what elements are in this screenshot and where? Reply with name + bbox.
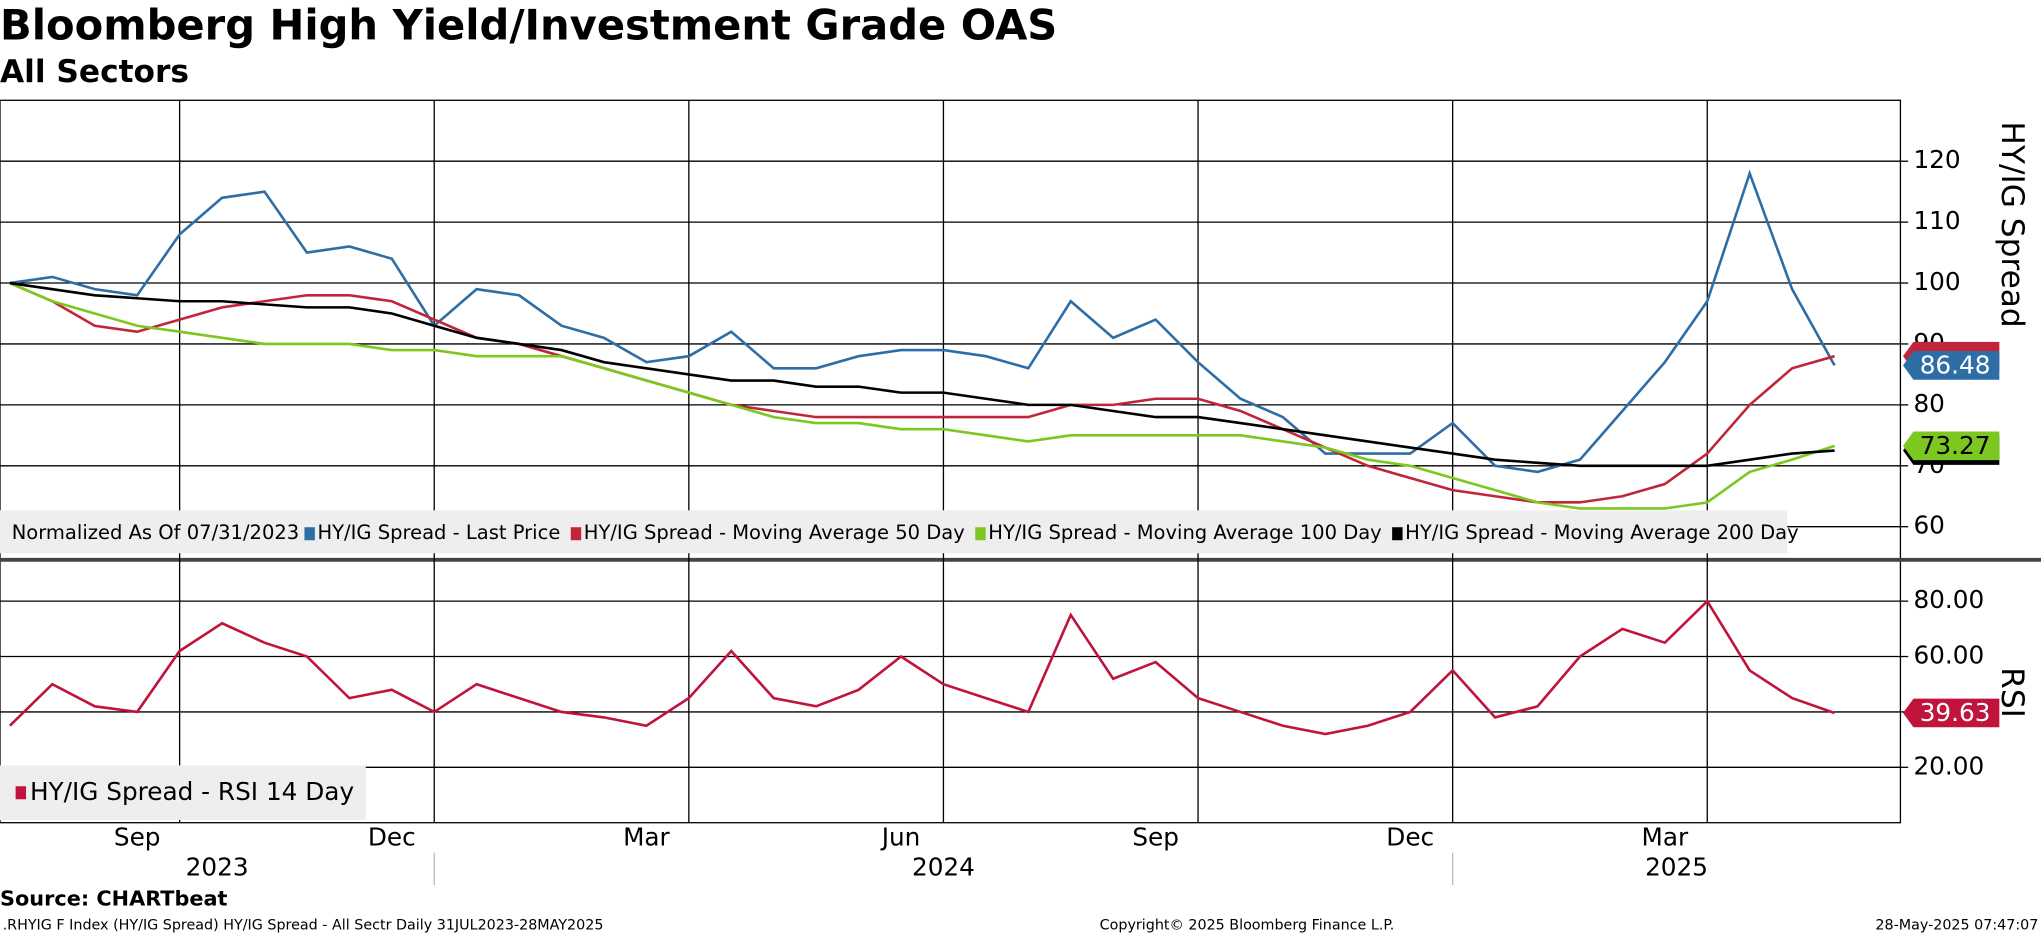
series-line <box>8 599 1835 736</box>
series-line <box>9 281 1835 510</box>
series-line <box>9 281 1835 468</box>
x-tick-label: Jun <box>880 822 921 851</box>
legend-label: HY/IG Spread - Moving Average 200 Day <box>1405 521 1798 544</box>
last-value-badge: 39.63 <box>1903 698 2000 728</box>
source: Source: CHARTbeat <box>0 886 228 910</box>
legend-box <box>0 510 1788 554</box>
copyright: Copyright© 2025 Bloomberg Finance L.P. <box>1100 918 1395 934</box>
legend-box <box>0 765 366 821</box>
legend-swatch <box>570 527 582 541</box>
legend-swatch <box>15 786 27 800</box>
badge-value: 39.63 <box>1920 698 1991 727</box>
timestamp: 28-May-2025 07:47:07 <box>1875 918 2038 934</box>
y-tick-label: 20.00 <box>1913 751 1984 780</box>
y-axis-title: HY/IG Spread <box>1994 121 2030 327</box>
badge-value: 73.27 <box>1920 431 1991 460</box>
legend-prefix: Normalized As Of 07/31/2023 <box>12 521 300 544</box>
legend-label: HY/IG Spread - Moving Average 50 Day <box>584 521 965 544</box>
y-tick-label: 120 <box>1913 145 1960 174</box>
chart-subtitle: All Sectors <box>0 54 189 90</box>
legend-swatch <box>1392 527 1403 541</box>
legend-swatch <box>975 527 986 541</box>
badge-shape <box>1903 698 2000 728</box>
y-tick-label: 80 <box>1913 389 1944 418</box>
legend-label: HY/IG Spread - Last Price <box>317 521 560 544</box>
chart-title: Bloomberg High Yield/Investment Grade OA… <box>0 1 1057 50</box>
y-tick-label: 80.00 <box>1913 585 1984 614</box>
series-line <box>9 169 1836 474</box>
x-year-label: 2024 <box>912 852 975 881</box>
y-tick-label: 60.00 <box>1913 641 1984 670</box>
legend-label: HY/IG Spread - RSI 14 Day <box>30 777 354 806</box>
plot-frame <box>0 99 1902 824</box>
badge-value: 86.48 <box>1920 351 1991 380</box>
badge-shape <box>1903 351 2000 380</box>
y-tick-label: 100 <box>1913 267 1960 296</box>
y-tick-label: 60 <box>1913 511 1944 540</box>
x-tick-label: Sep <box>1132 822 1179 851</box>
y-tick-label: 110 <box>1913 206 1960 235</box>
x-tick-label: Mar <box>623 822 670 851</box>
ticker: .RHYIG F Index (HY/IG Spread) HY/IG Spre… <box>3 918 604 934</box>
x-tick-label: Dec <box>1386 822 1434 851</box>
x-year-label: 2023 <box>186 852 249 881</box>
y-axis-title: RSI <box>1994 667 2030 718</box>
x-tick-label: Sep <box>114 822 161 851</box>
legend-label: HY/IG Spread - Moving Average 100 Day <box>988 521 1381 544</box>
legend-swatch <box>304 527 315 541</box>
last-value-badge: 86.48 <box>1903 351 2000 380</box>
last-value-badge: 73.27 <box>1903 431 2000 461</box>
badge-shape <box>1903 431 2000 461</box>
x-tick-label: Mar <box>1642 822 1689 851</box>
x-tick-label: Dec <box>368 822 416 851</box>
x-year-label: 2025 <box>1645 852 1708 881</box>
